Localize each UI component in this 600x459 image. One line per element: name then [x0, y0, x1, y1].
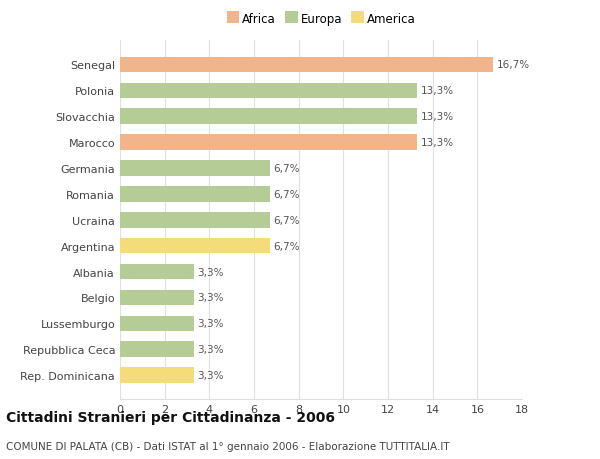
Bar	[120, 238, 269, 254]
Bar	[120, 213, 269, 228]
Bar	[120, 368, 194, 383]
Bar	[120, 342, 194, 357]
Bar	[120, 135, 417, 151]
Text: Cittadini Stranieri per Cittadinanza - 2006: Cittadini Stranieri per Cittadinanza - 2…	[6, 411, 335, 425]
Bar	[120, 187, 269, 202]
Text: 3,3%: 3,3%	[197, 267, 224, 277]
Text: 6,7%: 6,7%	[273, 164, 299, 174]
Bar	[120, 316, 194, 331]
Text: 6,7%: 6,7%	[273, 215, 299, 225]
Text: 3,3%: 3,3%	[197, 319, 224, 329]
Text: 13,3%: 13,3%	[421, 112, 454, 122]
Text: 6,7%: 6,7%	[273, 241, 299, 251]
Bar	[120, 84, 417, 99]
Bar	[120, 161, 269, 176]
Bar	[120, 290, 194, 306]
Text: 3,3%: 3,3%	[197, 345, 224, 354]
Bar	[120, 109, 417, 125]
Text: 3,3%: 3,3%	[197, 293, 224, 303]
Text: COMUNE DI PALATA (CB) - Dati ISTAT al 1° gennaio 2006 - Elaborazione TUTTITALIA.: COMUNE DI PALATA (CB) - Dati ISTAT al 1°…	[6, 441, 449, 451]
Text: 6,7%: 6,7%	[273, 190, 299, 200]
Text: 3,3%: 3,3%	[197, 370, 224, 381]
Text: 16,7%: 16,7%	[496, 60, 529, 70]
Legend: Africa, Europa, America: Africa, Europa, America	[224, 11, 418, 28]
Bar	[120, 57, 493, 73]
Bar	[120, 264, 194, 280]
Text: 13,3%: 13,3%	[421, 138, 454, 148]
Text: 13,3%: 13,3%	[421, 86, 454, 96]
